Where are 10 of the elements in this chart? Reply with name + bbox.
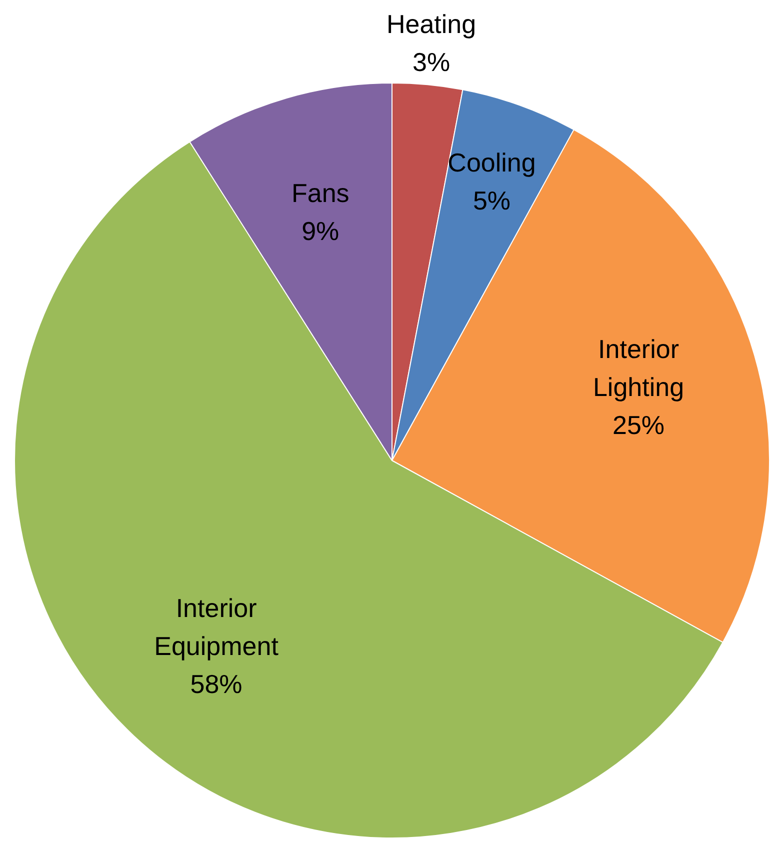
- slice-label: Interior Equipment: [154, 592, 280, 661]
- data-label: 58%: [190, 668, 242, 699]
- data-label: 9%: [302, 216, 340, 246]
- data-label: 25%: [612, 410, 665, 440]
- slice-label: Heating: [386, 9, 476, 40]
- slice-label: Cooling: [448, 148, 536, 178]
- slice-label: Interior Lighting: [592, 334, 684, 402]
- data-label: 5%: [472, 186, 511, 216]
- data-label: 3%: [412, 47, 450, 78]
- slice-label: Fans: [291, 178, 350, 208]
